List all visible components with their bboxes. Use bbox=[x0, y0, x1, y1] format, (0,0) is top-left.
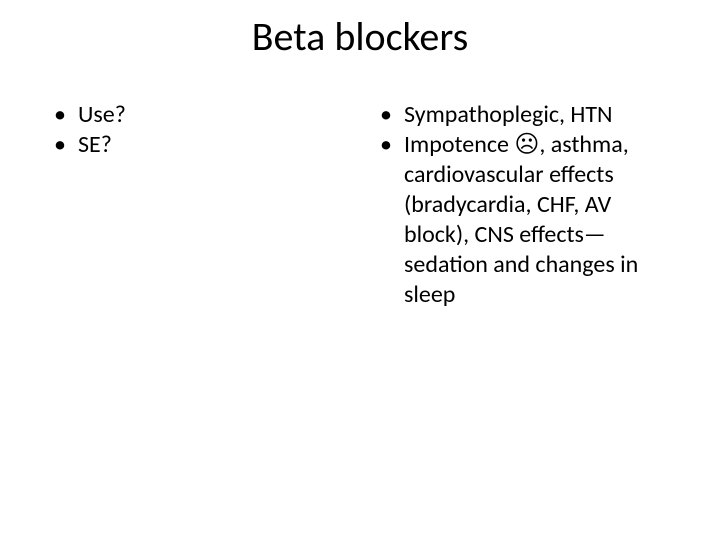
left-bullet-list: Use? SE? bbox=[54, 100, 340, 160]
slide-title: Beta blockers bbox=[0, 12, 720, 61]
right-bullet-list: Sympathoplegic, HTN Impotence ☹, asthma,… bbox=[380, 100, 680, 310]
slide: Beta blockers Use? SE? Sympathoplegic, H… bbox=[0, 0, 720, 540]
list-item: SE? bbox=[54, 130, 340, 160]
content-columns: Use? SE? Sympathoplegic, HTN Impotence ☹… bbox=[0, 100, 720, 310]
list-item: Impotence ☹, asthma, cardiovascular effe… bbox=[380, 130, 680, 310]
left-column: Use? SE? bbox=[0, 100, 360, 310]
list-item: Sympathoplegic, HTN bbox=[380, 100, 680, 130]
list-item: Use? bbox=[54, 100, 340, 130]
right-column: Sympathoplegic, HTN Impotence ☹, asthma,… bbox=[360, 100, 720, 310]
